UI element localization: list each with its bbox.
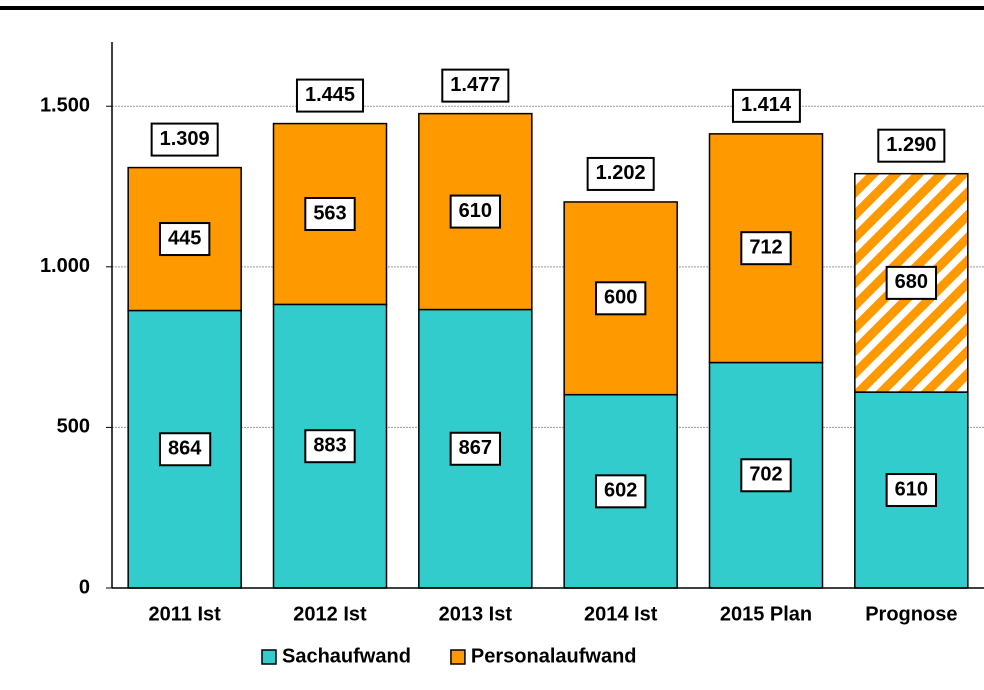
label-box <box>441 68 510 103</box>
x-tick-label: 2015 Plan <box>720 603 812 625</box>
label-box <box>449 194 502 229</box>
value-label: 1.477 <box>450 74 500 96</box>
value-label: 1.414 <box>741 94 792 116</box>
top-rule <box>0 6 984 10</box>
value-label: 867 <box>459 437 492 459</box>
y-tick-label: 1.000 <box>40 255 90 277</box>
y-tick-label: 500 <box>57 416 90 438</box>
x-tick-label: 2012 Ist <box>293 603 367 625</box>
x-tick-label: Prognose <box>865 603 957 625</box>
value-label: 1.202 <box>596 162 646 184</box>
label-box <box>304 429 356 464</box>
value-label: 600 <box>604 287 637 309</box>
value-label: 712 <box>749 236 782 258</box>
legend-label: Personalaufwand <box>471 645 637 667</box>
y-tick-label: 0 <box>79 576 90 598</box>
label-box <box>304 196 356 231</box>
value-label: 883 <box>313 434 346 456</box>
label-box <box>731 88 801 123</box>
x-tick-label: 2013 Ist <box>439 603 513 625</box>
value-label: 445 <box>168 227 201 249</box>
label-box <box>158 432 212 467</box>
label-box <box>150 122 219 157</box>
value-label: 610 <box>895 478 928 500</box>
label-box <box>594 474 647 509</box>
value-label: 610 <box>459 200 492 222</box>
label-box <box>740 458 792 493</box>
label-box <box>885 265 938 300</box>
value-label: 1.290 <box>886 134 936 156</box>
value-label: 864 <box>168 438 202 460</box>
label-box <box>877 128 946 163</box>
label-box <box>594 281 647 316</box>
label-box <box>158 222 211 257</box>
label-box <box>449 431 502 466</box>
legend-label: Sachaufwand <box>282 645 411 667</box>
value-label: 602 <box>604 480 637 502</box>
value-label: 680 <box>895 271 928 293</box>
legend-swatch <box>450 649 466 665</box>
x-tick-label: 2014 Ist <box>584 603 658 625</box>
y-tick-label: 1.500 <box>40 95 90 117</box>
label-box <box>740 231 792 266</box>
label-box <box>295 78 365 113</box>
legend-swatch <box>261 649 277 665</box>
value-label: 1.309 <box>160 128 210 150</box>
value-label: 1.445 <box>305 84 355 106</box>
label-box <box>885 473 938 508</box>
value-label: 702 <box>749 464 782 486</box>
label-box <box>586 156 655 191</box>
x-tick-label: 2011 Ist <box>149 603 222 625</box>
value-label: 563 <box>313 202 346 224</box>
